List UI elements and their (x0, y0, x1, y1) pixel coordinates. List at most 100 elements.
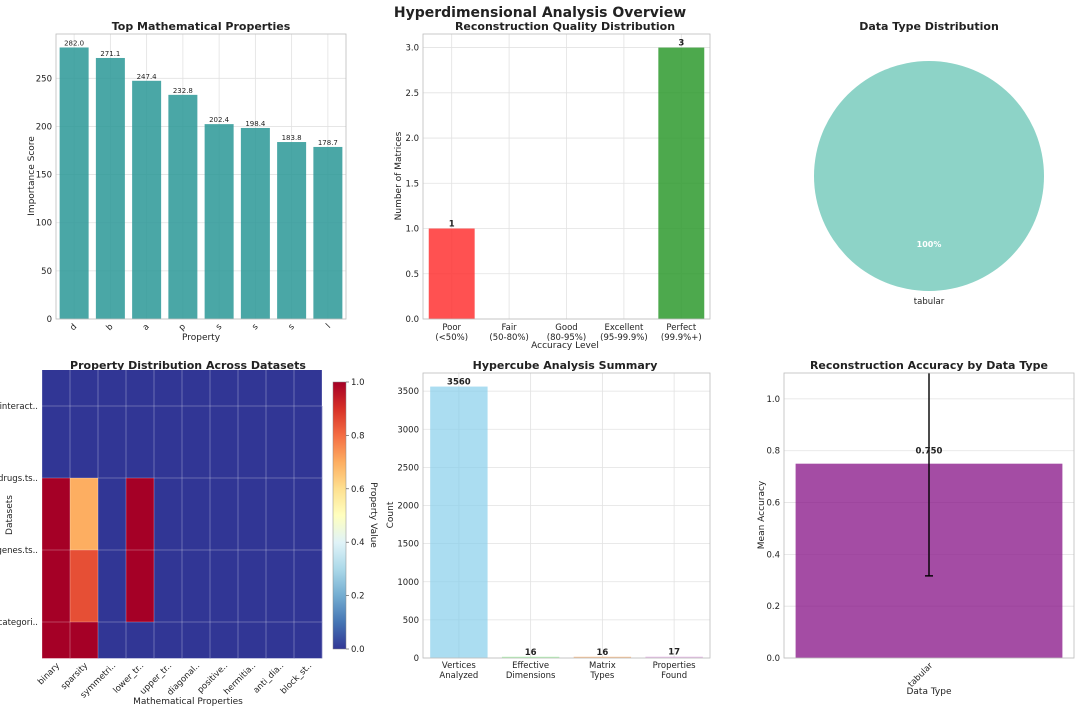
top-properties-bar (313, 146, 343, 319)
property-heatmap-xlabel: Mathematical Properties (133, 697, 243, 707)
heatmap-cell (154, 406, 183, 479)
heatmap-cell (42, 406, 71, 479)
heatmap-cell (294, 406, 323, 479)
hypercube-summary-panel: Hypercube Analysis Summary Count 0 500 100… (386, 359, 711, 681)
colorbar-tick-label: 0.6 (351, 485, 365, 495)
heatmap-cell (182, 406, 211, 479)
quality-distribution-bar (658, 47, 705, 319)
heatmap-cell (182, 550, 211, 623)
hypercube-summary-ytick-label: 1500 (397, 540, 419, 550)
heatmap-cell (154, 550, 183, 623)
pie-slice-tabular (814, 61, 1044, 291)
heatmap-cell (238, 406, 267, 479)
heatmap-cell (98, 550, 127, 623)
accuracy-by-type-axes-frame (783, 372, 1075, 659)
top-properties-xtick-label: a (141, 322, 152, 333)
heatmap-cell (266, 406, 295, 479)
heatmap-cell (126, 622, 155, 659)
colorbar-tick-label: 0.4 (351, 538, 365, 548)
heatmap-cell (70, 550, 99, 623)
property-heatmap-title: Property Distribution Across Datasets (70, 359, 306, 372)
top-properties-xlabel: Property (182, 333, 221, 343)
accuracy-by-type-ytick-label: 0.6 (766, 499, 780, 509)
heatmap-row-label: drugs.ts.. (0, 474, 38, 484)
heatmap-cell (294, 478, 323, 551)
top-properties-bar (59, 47, 89, 319)
heatmap-cell (210, 478, 239, 551)
top-properties-value-label: 198.4 (245, 120, 266, 128)
colorbar (332, 381, 347, 650)
accuracy-by-type-ytick-label: 0.0 (766, 654, 780, 664)
top-properties-xtick-label: p (177, 322, 188, 333)
accuracy-by-type-ytick-label: 1.0 (766, 395, 780, 405)
heatmap-cell (70, 478, 99, 551)
top-properties-ytick-label: 150 (36, 171, 52, 181)
top-properties-xtick-label: l (324, 322, 333, 331)
hypercube-summary-value-label: 16 (596, 648, 608, 658)
quality-distribution-bar (428, 228, 475, 319)
hypercube-summary-value-label: 16 (525, 648, 537, 658)
quality-distribution-ytick-label: 2.5 (405, 89, 419, 99)
data-type-pie-title: Data Type Distribution (859, 20, 999, 33)
heatmap-cell (42, 622, 71, 659)
hypercube-summary-ytick-label: 1000 (397, 578, 419, 588)
colorbar-tick-label: 0.2 (351, 592, 365, 602)
top-properties-ytick-label: 100 (36, 219, 52, 229)
top-properties-value-label: 282.0 (64, 39, 84, 47)
heatmap-cell (294, 622, 323, 659)
quality-distribution-ytick-label: 1.5 (405, 179, 419, 189)
heatmap-cell (210, 550, 239, 623)
heatmap-cell (238, 550, 267, 623)
top-properties-value-label: 247.4 (137, 73, 158, 81)
hypercube-summary-ytick-label: 0 (414, 654, 419, 664)
colorbar-tick-label: 0.8 (351, 431, 365, 441)
top-properties-ytick-label: 250 (36, 74, 52, 84)
quality-distribution-ytick-label: 3.0 (405, 44, 419, 54)
heatmap-cell (98, 406, 127, 479)
pie-slice-label: tabular (914, 297, 945, 307)
top-properties-xtick-label: s (214, 322, 225, 333)
hypercube-summary-bar (501, 656, 560, 658)
hypercube-summary-ytick-label: 2000 (397, 502, 419, 512)
quality-distribution-xtick-label: Fair (50-80%) (489, 323, 528, 343)
heatmap-row-label: genes.ts.. (0, 546, 38, 556)
accuracy-by-type-ytick-label: 0.4 (766, 550, 780, 560)
quality-distribution-ytick-label: 0.5 (405, 270, 419, 280)
hypercube-summary-value-label: 17 (668, 648, 680, 658)
top-properties-value-label: 202.4 (209, 116, 230, 124)
top-properties-bar (95, 57, 125, 319)
heatmap-cell (154, 478, 183, 551)
quality-distribution-xtick-label: Perfect (99.9%+) (661, 323, 702, 343)
top-properties-title: Top Mathematical Properties (112, 20, 291, 33)
heatmap-cell (294, 550, 323, 623)
accuracy-by-type-xlabel: Data Type (906, 687, 951, 697)
heatmap-cell (126, 406, 155, 479)
top-properties-panel: Top Mathematical Properties Property Imp… (27, 20, 347, 343)
quality-distribution-xtick-label: Good (80-95%) (547, 323, 586, 343)
top-properties-value-label: 178.7 (318, 139, 338, 147)
top-properties-ytick-label: 50 (41, 267, 52, 277)
quality-distribution-ytick-label: 2.0 (405, 134, 419, 144)
heatmap-cell (98, 478, 127, 551)
top-properties-bar (132, 80, 162, 320)
hypercube-summary-xtick-label: Vertices Analyzed (439, 661, 478, 681)
heatmap-cell (126, 550, 155, 623)
quality-distribution-xtick-label: Poor (<50%) (435, 323, 468, 343)
hypercube-summary-bar (573, 656, 632, 658)
heatmap-cell (210, 622, 239, 659)
quality-distribution-value-label: 1 (449, 220, 455, 230)
top-properties-bar (204, 124, 234, 320)
hypercube-summary-ytick-label: 500 (403, 616, 419, 626)
hypercube-summary-ytick-label: 3500 (397, 387, 419, 397)
heatmap-cell (126, 478, 155, 551)
hypercube-summary-xtick-label: Properties Found (653, 661, 697, 681)
property-heatmap-panel: Property Distribution Across Datasets Ma… (0, 359, 378, 707)
property-heatmap-ylabel: Datasets (5, 495, 15, 535)
heatmap-col-label: binary (36, 661, 62, 687)
top-properties-xtick-label: b (105, 322, 116, 333)
hypercube-summary-ytick-label: 3000 (397, 425, 419, 435)
heatmap-cell (182, 478, 211, 551)
hypercube-summary-value-label: 3560 (447, 378, 471, 388)
quality-distribution-title: Reconstruction Quality Distribution (455, 20, 675, 33)
colorbar-tick-label: 0.0 (351, 645, 365, 655)
